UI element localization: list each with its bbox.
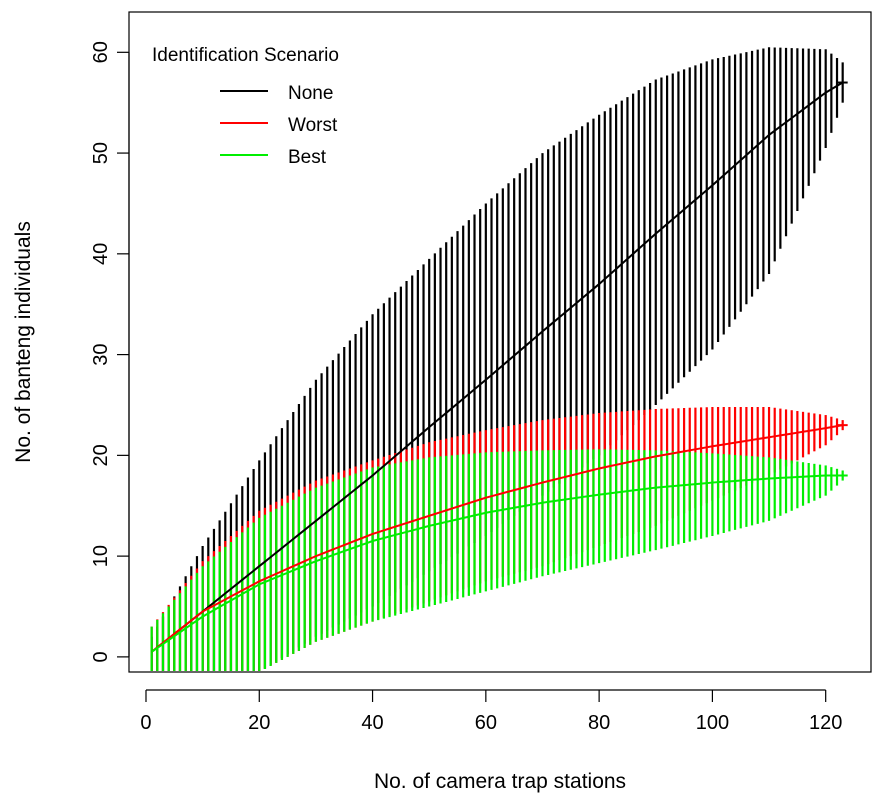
error-bars-worst [150, 406, 848, 671]
y-tick-label: 30 [90, 343, 112, 365]
x-tick-label: 120 [809, 712, 842, 734]
legend-title: Identification Scenario [152, 45, 339, 66]
plot-frame [128, 11, 872, 673]
error-bars-none [150, 47, 848, 671]
legend-entry-worst: Worst [220, 115, 338, 136]
legend-label: Best [288, 147, 327, 168]
legend: Identification Scenario None Worst Best [152, 45, 339, 168]
legend-label: None [288, 83, 333, 104]
y-axis: 0 10 20 30 40 50 60 [90, 41, 130, 662]
mean-line-worst [151, 424, 843, 653]
x-tick-label: 80 [588, 712, 610, 734]
y-tick-label: 40 [90, 243, 112, 265]
y-tick-label: 0 [90, 651, 112, 662]
mean-lines-layer [151, 81, 844, 653]
y-tick-label: 60 [90, 41, 112, 63]
legend-label: Worst [288, 115, 338, 136]
error-bars-best [150, 449, 848, 671]
x-tick-label: 0 [140, 712, 151, 734]
x-tick-label: 20 [248, 712, 270, 734]
x-tick-label: 60 [475, 712, 497, 734]
y-tick-label: 20 [90, 444, 112, 466]
y-tick-label: 50 [90, 142, 112, 164]
mean-line-best [151, 474, 843, 653]
legend-entry-best: Best [220, 147, 327, 168]
y-tick-label: 10 [90, 545, 112, 567]
x-axis-label: No. of camera trap stations [374, 770, 626, 793]
x-axis: 0 20 40 60 80 100 120 [140, 689, 842, 734]
error-bars-layer [150, 47, 848, 671]
x-tick-label: 100 [696, 712, 729, 734]
mean-line-none [151, 81, 844, 653]
legend-entry-none: None [220, 83, 333, 104]
legend-entries: None Worst Best [220, 83, 338, 168]
x-tick-label: 40 [361, 712, 383, 734]
y-axis-label: No. of banteng individuals [12, 221, 35, 463]
